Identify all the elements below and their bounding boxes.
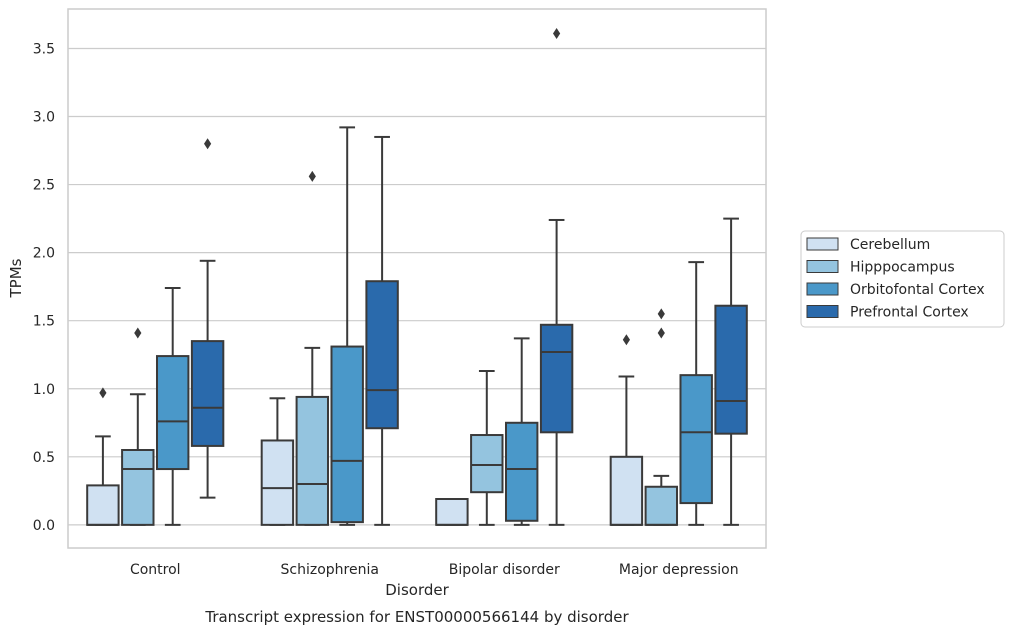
box-3-2: [679, 261, 713, 526]
legend-swatch: [806, 260, 839, 273]
x-tick-label: Control: [130, 562, 181, 578]
y-tick-labels: 0.0 0.5 1.0 1.5 2.0 2.5 3.0 3.5: [33, 41, 55, 533]
box-body: [539, 323, 574, 434]
outlier-point: [308, 170, 316, 182]
box-body: [435, 498, 469, 526]
x-axis-label: Disorder: [385, 581, 449, 599]
outlier-point: [134, 327, 142, 339]
box-body: [295, 395, 330, 526]
box-body: [121, 449, 155, 526]
legend-label: Prefrontal Cortex: [850, 305, 969, 321]
outlier-point: [553, 28, 561, 39]
legend-swatch: [806, 282, 839, 296]
box-body: [470, 434, 504, 494]
box-1-3: [365, 135, 399, 526]
legend-label: Hipppocampus: [850, 260, 955, 276]
legend-swatch: [806, 237, 839, 251]
box-body: [609, 455, 644, 526]
outlier-point: [622, 334, 630, 346]
y-tick-label: 0.0: [33, 518, 55, 534]
y-tick-label: 2.5: [33, 178, 55, 194]
box-body: [86, 484, 120, 526]
box-0-1: [121, 327, 155, 526]
legend-frame: [800, 230, 1005, 328]
box-2-1: [470, 370, 504, 526]
box-0-2: [155, 287, 190, 526]
box-body: [644, 485, 679, 526]
box-1-0: [260, 397, 295, 526]
legend-swatch: [806, 305, 839, 318]
box-1-2: [330, 126, 364, 526]
box-body: [190, 340, 225, 447]
legend-label: Orbitofontal Cortex: [850, 282, 985, 298]
legend-label: Cerebellum: [850, 237, 930, 253]
box-3-1: [644, 308, 679, 526]
y-tick-label: 2.0: [33, 246, 55, 262]
y-tick-label: 1.5: [33, 314, 55, 330]
x-tick-label: Major depression: [619, 562, 739, 578]
outlier-point: [657, 327, 665, 339]
outlier-point: [657, 308, 665, 320]
y-tick-label: 0.5: [33, 450, 55, 466]
y-tick-label: 3.0: [33, 110, 55, 126]
x-tick-labels: Control Schizophrenia Bipolar disorder Majo…: [130, 562, 739, 578]
y-axis-label: TPMs: [7, 258, 25, 298]
y-tick-label: 1.0: [33, 382, 55, 398]
outlier-point: [99, 387, 107, 399]
box-0-3: [190, 138, 225, 499]
box-2-3: [539, 28, 574, 526]
box-2-0: [435, 498, 469, 526]
box-1-1: [295, 170, 330, 526]
box-3-3: [714, 217, 748, 526]
x-tick-label: Bipolar disorder: [449, 562, 560, 578]
box-2-2: [504, 337, 539, 526]
box-0-0: [86, 387, 120, 526]
box-body: [714, 304, 748, 435]
box-body: [330, 345, 364, 524]
box-body: [260, 439, 295, 526]
x-tick-label: Schizophrenia: [281, 562, 379, 578]
y-tick-label: 3.5: [33, 41, 55, 57]
box-body: [679, 374, 713, 505]
outlier-point: [204, 138, 212, 150]
box-body: [365, 280, 399, 430]
box-body: [504, 421, 539, 522]
legend: Cerebellum Hipppocampus Orbitofontal Corte…: [800, 230, 1005, 328]
box-body: [155, 355, 190, 471]
plot-frame: [67, 8, 767, 549]
chart-caption: Transcript expression for ENST0000056614…: [204, 608, 629, 626]
plot-layer: [86, 28, 748, 526]
box-3-0: [609, 334, 644, 526]
